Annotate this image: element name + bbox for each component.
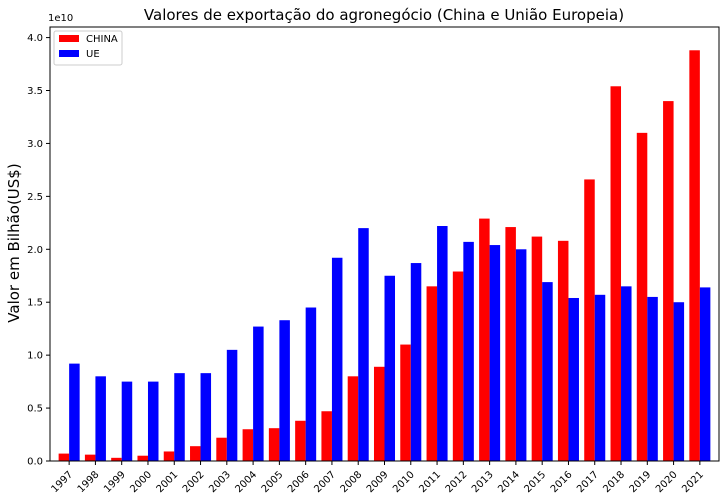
bar-china-2001 [163, 451, 175, 461]
bar-ue-2015 [542, 282, 553, 461]
x-tick-label: 2013 [470, 469, 496, 495]
legend-label-china: CHINA [86, 34, 118, 45]
y-offset-label: 1e10 [48, 13, 73, 24]
bar-china-1998 [84, 454, 96, 461]
bar-china-2013 [479, 218, 490, 461]
x-tick-label: 2019 [628, 469, 654, 495]
bar-china-2020 [663, 101, 674, 461]
y-tick-label: 4.0 [27, 33, 43, 44]
bar-china-2007 [321, 411, 332, 461]
x-tick-label: 2011 [417, 469, 443, 495]
x-tick-label: 2006 [286, 469, 312, 495]
x-tick-label: 2021 [680, 469, 706, 495]
y-axis: 0.0 0.5 1.0 1.5 2.0 2.5 3.0 3.5 4.0 [27, 33, 50, 468]
x-tick-label: 2002 [181, 469, 207, 495]
bar-ue-2014 [515, 249, 527, 461]
bar-china-2019 [636, 132, 648, 462]
bar-china-2005 [268, 428, 280, 461]
bar-china-2014 [505, 227, 516, 461]
legend-label-ue: UE [86, 49, 100, 60]
x-tick-label: 2004 [233, 469, 259, 495]
legend-swatch-ue [59, 50, 79, 57]
bar-ue-2010 [410, 263, 422, 461]
x-tick-label: 2010 [391, 469, 417, 495]
bar-china-2011 [426, 286, 438, 461]
x-tick-label: 1998 [76, 469, 102, 495]
bar-china-2018 [610, 86, 622, 461]
x-tick-label: 2015 [523, 469, 549, 495]
bar-ue-2017 [594, 294, 606, 461]
bar-china-2006 [295, 420, 306, 461]
bar-ue-2003 [226, 349, 238, 461]
chart-title: Valores de exportação do agronegócio (Ch… [144, 6, 624, 24]
x-tick-label: 1997 [49, 469, 75, 495]
x-tick-label: 2016 [549, 469, 575, 495]
bar-ue-2007 [331, 257, 343, 461]
x-tick-label: 2001 [155, 469, 181, 495]
y-tick-label: 3.0 [27, 139, 43, 150]
x-tick-label: 2000 [128, 469, 154, 495]
y-tick-label: 3.5 [27, 86, 43, 97]
bar-ue-2000 [147, 381, 159, 461]
bar-china-2016 [557, 240, 569, 461]
bar-ue-2002 [200, 373, 212, 461]
x-tick-label: 2009 [365, 469, 391, 495]
x-tick-label: 2003 [207, 469, 233, 495]
bar-ue-2016 [568, 297, 579, 461]
bar-ue-2009 [384, 275, 396, 461]
x-tick-label: 2017 [575, 469, 601, 495]
y-tick-label: 2.0 [27, 245, 43, 256]
x-axis: 1997 1998 1999 2000 2001 2002 2003 2004 2005 2006… [49, 461, 706, 495]
x-tick-label: 1999 [102, 469, 128, 495]
bar-ue-1998 [95, 376, 106, 461]
bar-ue-2013 [489, 245, 501, 461]
y-tick-label: 1.5 [27, 298, 43, 309]
x-tick-label: 2014 [496, 469, 522, 495]
y-tick-label: 1.0 [27, 351, 43, 362]
bar-china-1999 [111, 457, 122, 461]
y-tick-label: 0.0 [27, 457, 43, 468]
bar-ue-2020 [673, 302, 685, 461]
bar-ue-2004 [253, 326, 264, 461]
bar-ue-2012 [463, 241, 474, 461]
bar-china-1997 [58, 453, 70, 461]
bars-group [58, 50, 711, 462]
x-tick-label: 2012 [444, 469, 470, 495]
y-tick-label: 2.5 [27, 192, 43, 203]
bar-china-2021 [689, 50, 700, 461]
bar-china-2009 [373, 366, 385, 461]
x-tick-label: 2007 [312, 469, 338, 495]
bar-ue-2018 [621, 286, 632, 461]
bar-china-2000 [137, 455, 148, 461]
bar-ue-2021 [699, 287, 711, 461]
bar-china-2004 [242, 429, 254, 461]
bar-ue-2006 [305, 307, 317, 461]
x-tick-label: 2005 [260, 469, 286, 495]
bar-ue-2005 [279, 320, 290, 461]
plot-frame [49, 26, 720, 462]
bar-china-2015 [531, 236, 543, 461]
bar-ue-2008 [358, 228, 369, 461]
bar-ue-2011 [437, 226, 448, 461]
bar-china-2008 [347, 376, 359, 461]
bar-china-2003 [216, 437, 227, 461]
y-tick-label: 0.5 [27, 404, 43, 415]
legend-swatch-china [59, 35, 79, 42]
bar-china-2002 [190, 446, 201, 461]
legend: CHINA UE [53, 30, 123, 66]
y-axis-label: Valor em Bilhão(US$) [5, 163, 23, 322]
bar-ue-1999 [121, 381, 133, 461]
bar-china-2010 [400, 344, 411, 461]
x-tick-label: 2018 [601, 469, 627, 495]
bar-china-2012 [452, 271, 464, 461]
bar-ue-1997 [69, 363, 80, 461]
bar-china-2017 [584, 179, 595, 462]
bar-ue-2001 [174, 373, 185, 461]
x-tick-label: 2008 [339, 469, 365, 495]
bar-ue-2019 [647, 296, 658, 461]
x-tick-label: 2020 [654, 469, 680, 495]
